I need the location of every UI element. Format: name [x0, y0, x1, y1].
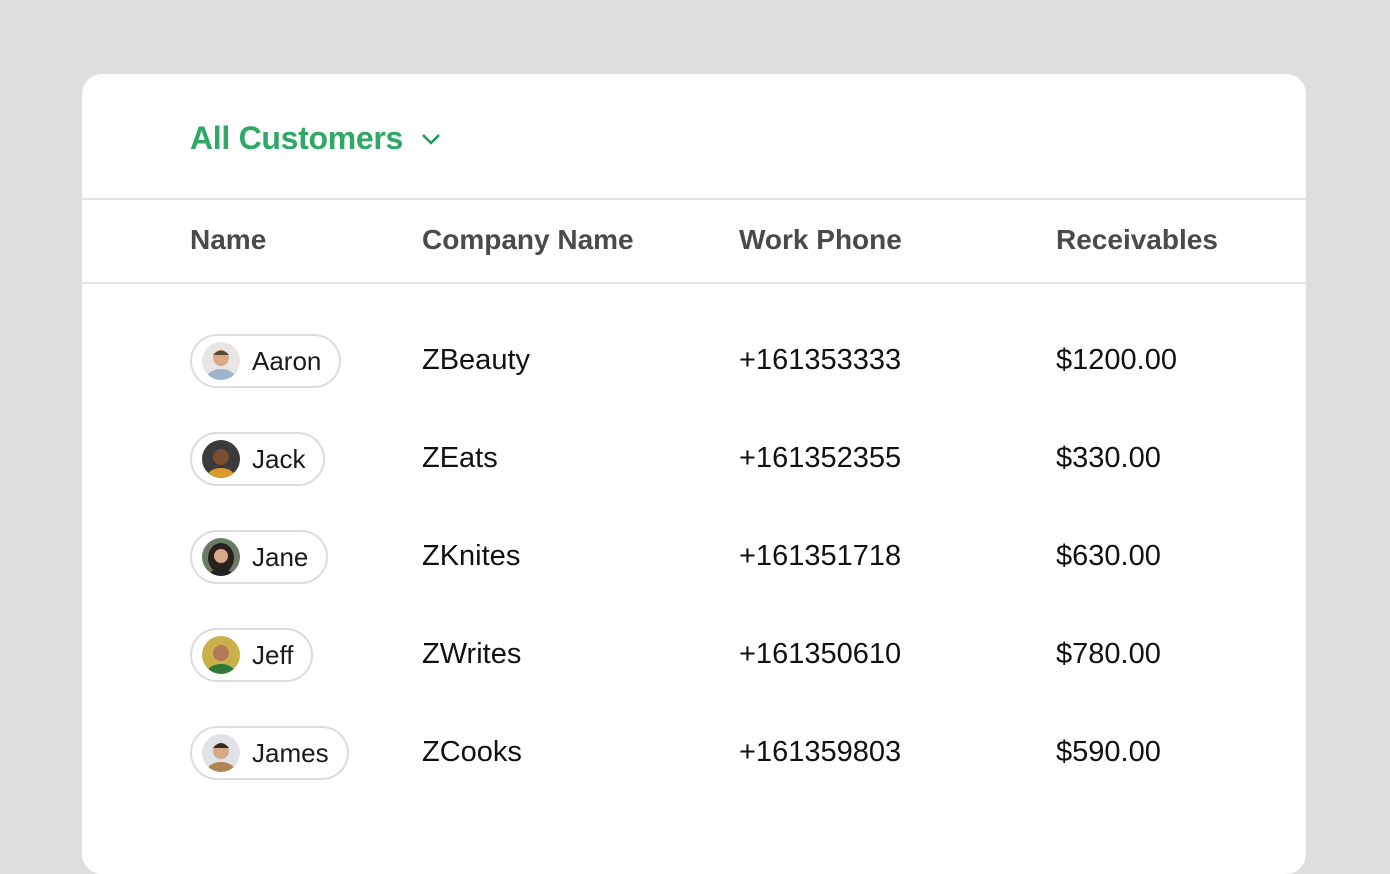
avatar [202, 440, 240, 478]
receivables-cell: $330.00 [1056, 442, 1161, 474]
receivables-cell: $590.00 [1056, 736, 1161, 768]
column-header-name[interactable]: Name [190, 224, 267, 255]
customer-chip[interactable]: Aaron [190, 334, 342, 388]
receivables-cell: $780.00 [1056, 638, 1161, 670]
phone-cell: +161351718 [739, 540, 902, 572]
chevron-down-icon [422, 133, 440, 145]
customers-card: All Customers Name Company Name Work Pho… [82, 74, 1306, 874]
table-row[interactable]: Aaron ZBeauty +161353333 $1200.00 [82, 332, 1306, 392]
table-row[interactable]: Jeff ZWrites +161350610 $780.00 [82, 626, 1306, 686]
column-header-receivables[interactable]: Receivables [1056, 224, 1218, 255]
receivables-cell: $630.00 [1056, 540, 1161, 572]
avatar [202, 636, 240, 674]
customer-view-dropdown[interactable]: All Customers [190, 120, 443, 157]
phone-cell: +161353333 [739, 344, 902, 376]
phone-cell: +161352355 [739, 442, 902, 474]
view-title: All Customers [190, 120, 404, 156]
company-cell: ZKnites [422, 540, 521, 572]
column-header-phone[interactable]: Work Phone [739, 224, 902, 255]
avatar [202, 538, 240, 576]
customer-chip[interactable]: Jack [190, 432, 326, 486]
divider [82, 198, 1306, 200]
customer-chip[interactable]: James [190, 726, 349, 780]
avatar [202, 342, 240, 380]
receivables-cell: $1200.00 [1056, 344, 1177, 376]
company-cell: ZEats [422, 442, 498, 474]
company-cell: ZWrites [422, 638, 522, 670]
company-cell: ZBeauty [422, 344, 530, 376]
company-cell: ZCooks [422, 736, 522, 768]
customer-chip[interactable]: Jeff [190, 628, 314, 682]
avatar [202, 734, 240, 772]
table-row[interactable]: Jane ZKnites +161351718 $630.00 [82, 528, 1306, 588]
column-header-company[interactable]: Company Name [422, 224, 634, 255]
customer-chip[interactable]: Jane [190, 530, 329, 584]
phone-cell: +161350610 [739, 638, 902, 670]
table-row[interactable]: Jack ZEats +161352355 $330.00 [82, 430, 1306, 490]
table-row[interactable]: James ZCooks +161359803 $590.00 [82, 724, 1306, 784]
phone-cell: +161359803 [739, 736, 902, 768]
divider [82, 282, 1306, 284]
